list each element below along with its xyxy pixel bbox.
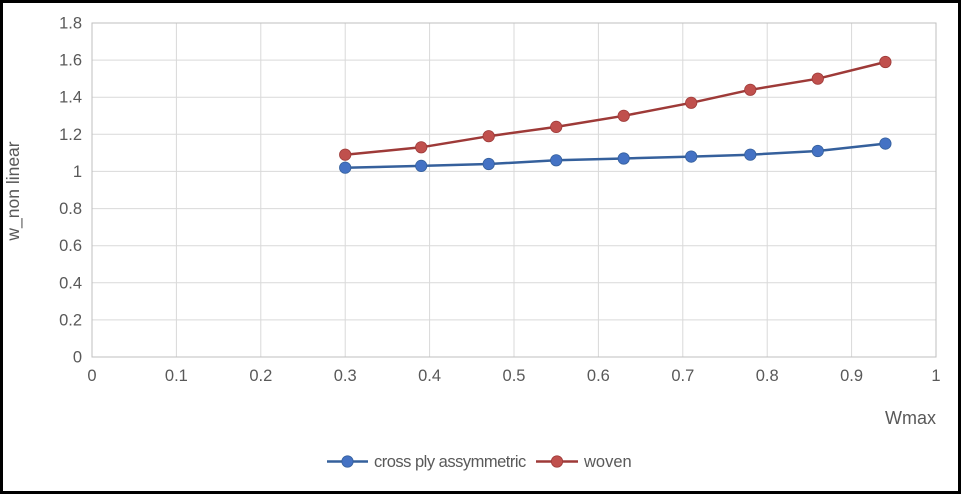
svg-text:1.4: 1.4 [59, 89, 82, 107]
svg-text:cross ply assymmetric: cross ply assymmetric [374, 453, 526, 471]
svg-text:0.8: 0.8 [59, 200, 82, 218]
svg-text:0.2: 0.2 [59, 311, 82, 329]
svg-text:1.8: 1.8 [59, 15, 82, 33]
svg-text:w_non linear: w_non linear [3, 141, 24, 241]
svg-text:0: 0 [87, 367, 96, 385]
svg-text:0.6: 0.6 [587, 367, 610, 385]
svg-text:Wmax: Wmax [885, 408, 936, 428]
svg-text:0.6: 0.6 [59, 237, 82, 255]
svg-text:0.7: 0.7 [671, 367, 694, 385]
svg-text:woven: woven [583, 453, 632, 471]
svg-text:1.2: 1.2 [59, 126, 82, 144]
svg-text:0.9: 0.9 [840, 367, 863, 385]
svg-text:1: 1 [931, 367, 940, 385]
svg-text:0.5: 0.5 [503, 367, 526, 385]
svg-text:1: 1 [73, 163, 82, 181]
svg-text:0.1: 0.1 [165, 367, 188, 385]
svg-text:1.6: 1.6 [59, 52, 82, 70]
svg-text:0.4: 0.4 [418, 367, 441, 385]
svg-text:0.3: 0.3 [334, 367, 357, 385]
svg-text:0.4: 0.4 [59, 274, 82, 292]
svg-text:0: 0 [73, 349, 82, 367]
svg-text:0.8: 0.8 [756, 367, 779, 385]
svg-text:0.2: 0.2 [249, 367, 272, 385]
